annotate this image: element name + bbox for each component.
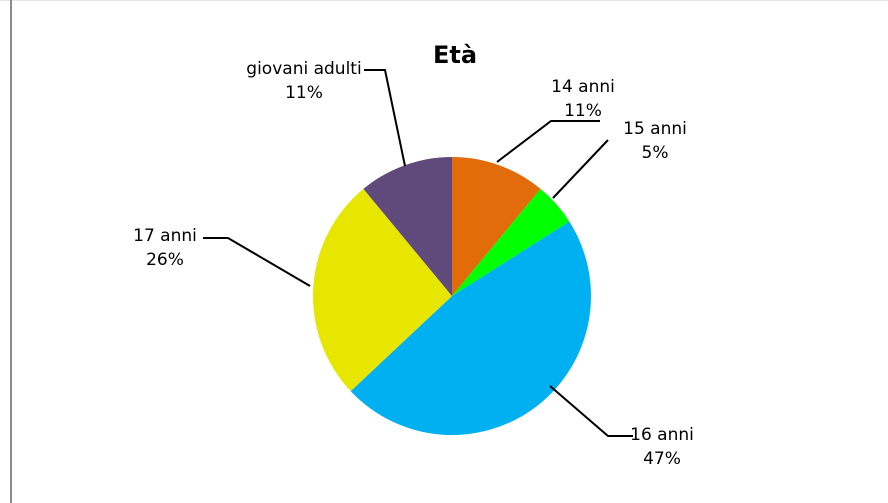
pie-slice-17-anni bbox=[313, 188, 452, 392]
slice-category-label: 15 anni bbox=[623, 119, 687, 139]
pie-slice-16-anni bbox=[350, 221, 591, 435]
leader-line bbox=[552, 139, 609, 199]
slice-labels: 14 anni 11% 15 anni 5% 16 anni 47% 17 anni 26% g… bbox=[133, 59, 694, 469]
slice-label: 17 anni 26% bbox=[133, 226, 197, 270]
slice-percent-label: 5% bbox=[642, 143, 669, 163]
pie-slice-giovani-adulti bbox=[363, 157, 452, 296]
slice-label: 16 anni 47% bbox=[630, 425, 694, 469]
chart-title: Età bbox=[433, 41, 477, 69]
slice-percent-label: 47% bbox=[643, 449, 681, 469]
pie-slice-15-anni bbox=[452, 188, 570, 296]
slice-percent-label: 11% bbox=[285, 83, 323, 103]
slice-percent-label: 11% bbox=[564, 101, 602, 121]
slice-category-label: 14 anni bbox=[551, 77, 615, 97]
slice-category-label: giovani adulti bbox=[246, 59, 361, 79]
slice-percent-label: 26% bbox=[146, 250, 184, 270]
pie-slices bbox=[313, 157, 591, 435]
left-border bbox=[10, 0, 12, 503]
leader-lines bbox=[203, 69, 633, 437]
pie-slice-14-anni bbox=[452, 157, 541, 296]
leader-line bbox=[203, 237, 311, 287]
leader-line bbox=[364, 69, 406, 167]
slice-label: 14 anni 11% bbox=[551, 77, 615, 121]
slice-category-label: 16 anni bbox=[630, 425, 694, 445]
leader-line bbox=[549, 385, 633, 437]
slice-label: 15 anni 5% bbox=[623, 119, 687, 163]
top-border bbox=[0, 0, 888, 1]
slice-label: giovani adulti 11% bbox=[246, 59, 361, 103]
leader-line bbox=[496, 120, 600, 163]
slice-category-label: 17 anni bbox=[133, 226, 197, 246]
